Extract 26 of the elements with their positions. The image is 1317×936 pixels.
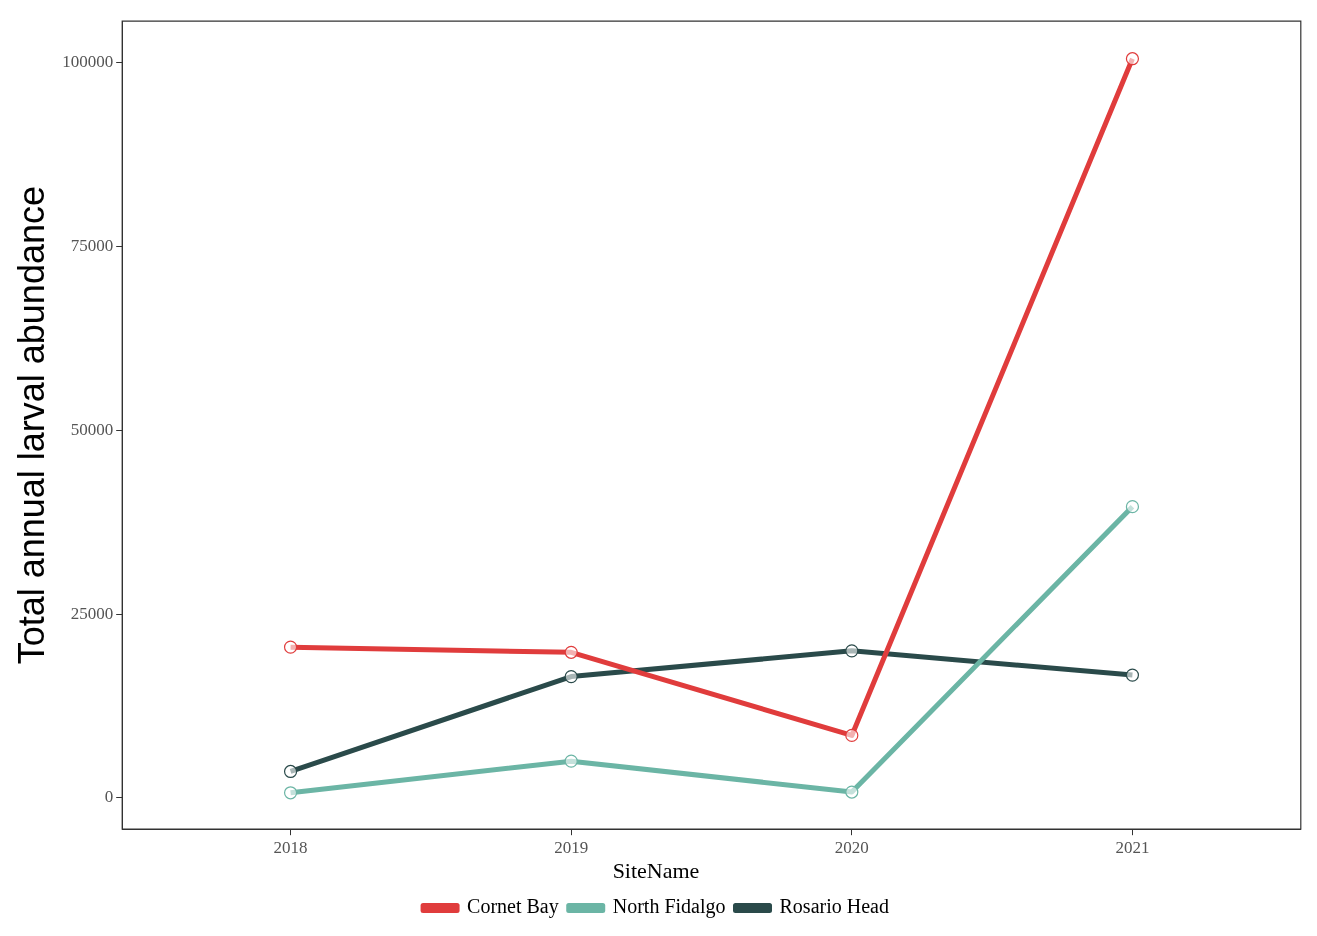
x-tick-label: 2019 bbox=[554, 837, 589, 857]
y-tick-label: 75000 bbox=[70, 235, 114, 255]
legend-title: SiteName bbox=[612, 858, 700, 884]
point bbox=[283, 786, 298, 800]
point bbox=[845, 785, 859, 799]
point bbox=[1125, 668, 1140, 682]
point bbox=[283, 764, 298, 779]
x-tick-label: 2021 bbox=[1115, 837, 1150, 857]
y-tick-label: 100000 bbox=[62, 51, 114, 71]
y-tick-label: 50000 bbox=[70, 419, 114, 439]
x-tick-label: 2020 bbox=[834, 837, 869, 857]
point bbox=[1125, 52, 1140, 66]
point bbox=[845, 728, 859, 743]
legend-label: Cornet Bay bbox=[467, 895, 559, 919]
legend-label: Rosario Head bbox=[779, 895, 889, 918]
y-tick-label: 0 bbox=[104, 787, 114, 807]
point bbox=[564, 754, 578, 768]
point bbox=[845, 644, 859, 658]
point bbox=[564, 645, 578, 659]
legend-label: North Fidalgo bbox=[612, 895, 726, 919]
x-tick-label: 2018 bbox=[273, 837, 308, 857]
point bbox=[1125, 500, 1140, 514]
y-axis-title: Total annual larval abundance bbox=[10, 186, 52, 665]
point bbox=[564, 669, 578, 684]
point bbox=[283, 640, 298, 654]
y-tick-label: 25000 bbox=[70, 603, 114, 623]
